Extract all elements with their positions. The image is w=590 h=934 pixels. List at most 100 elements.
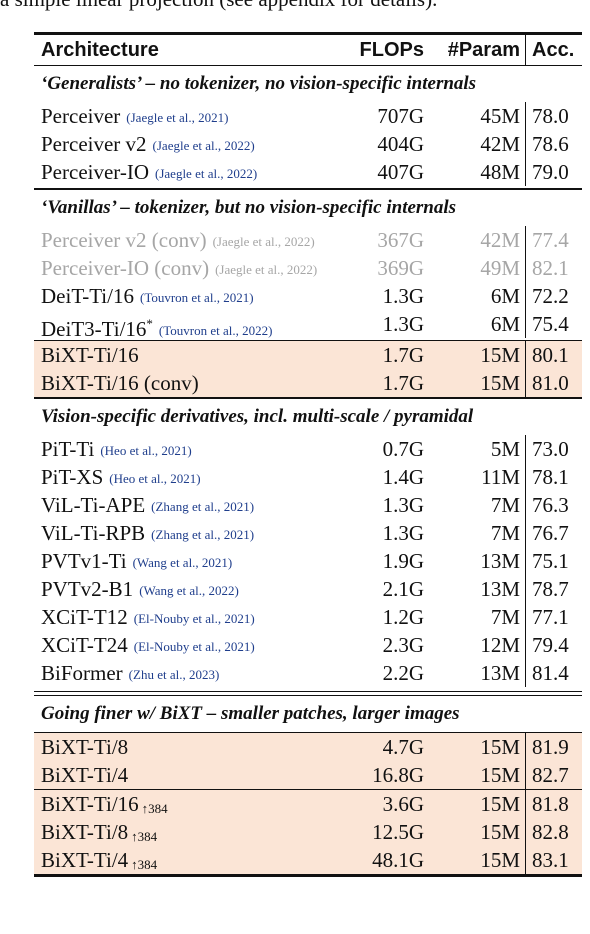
arch-name: BiXT-Ti/4 xyxy=(41,848,129,873)
param-cell: 6M xyxy=(490,311,520,336)
footnote-mark: * xyxy=(146,315,153,331)
flops-cell: 2.2G xyxy=(382,660,424,685)
arch-cell: BiXT-Ti/4 ↑384 xyxy=(41,846,157,879)
arch-name: BiXT-Ti/16 xyxy=(41,343,139,368)
citation-link[interactable]: (Zhang et al., 2021) xyxy=(151,526,255,542)
param-cell: 42M xyxy=(480,227,520,252)
citation-link[interactable]: (Jaegle et al., 2022) xyxy=(155,166,258,182)
flops-cell: 1.4G xyxy=(382,464,424,489)
arch-cell: PiT-Ti (Heo et al., 2021) xyxy=(41,435,192,465)
header-accuracy: Acc. xyxy=(525,35,582,65)
param-cell: 7M xyxy=(490,520,520,545)
acc-cell: 79.0 xyxy=(525,158,582,187)
flops-cell: 1.7G xyxy=(382,371,424,396)
flops-cell: 3.6G xyxy=(382,792,424,817)
citation-link[interactable]: (Jaegle et al., 2021) xyxy=(126,110,229,126)
arch-cell: Perceiver-IO (conv) (Jaegle et al., 2022) xyxy=(41,254,317,284)
citation-link[interactable]: (Touvron et al., 2022) xyxy=(158,322,273,338)
bottom-rule xyxy=(34,874,582,878)
flops-cell: 707G xyxy=(377,104,424,129)
arch-cell: BiXT-Ti/8 ↑384 xyxy=(41,818,157,851)
section-rule xyxy=(34,188,582,190)
citation-link[interactable]: (Zhang et al., 2021) xyxy=(151,498,255,514)
arch-cell: ViL-Ti-APE (Zhang et al., 2021) xyxy=(41,491,254,521)
flops-cell: 1.7G xyxy=(382,343,424,368)
highlight-rule xyxy=(34,731,582,733)
citation-link[interactable]: (Wang et al., 2022) xyxy=(139,582,239,598)
section-title-text: Going finer w/ BiXT – smaller patches, l… xyxy=(41,702,460,724)
flops-cell: 2.1G xyxy=(382,576,424,601)
param-cell: 49M xyxy=(480,255,520,280)
arch-name: XCiT-T24 xyxy=(41,632,128,657)
acc-cell: 81.8 xyxy=(525,790,582,819)
arch-name: BiXT-Ti/8 xyxy=(41,734,129,759)
citation-link[interactable]: (Jaegle et al., 2022) xyxy=(212,233,315,249)
resolution-subscript: ↑384 xyxy=(141,801,168,817)
highlight-rule xyxy=(34,339,582,342)
arch-name: PVTv2-B1 xyxy=(41,576,134,601)
citation-link[interactable]: (Wang et al., 2021) xyxy=(132,554,233,570)
arch-name: Perceiver-IO xyxy=(41,160,150,185)
citation-link[interactable]: (Touvron et al., 2021) xyxy=(139,289,254,305)
table-row: ViL-Ti-RPB (Zhang et al., 2021) 1.3G 7M 7… xyxy=(34,518,582,547)
section-title: ‘Generalists’ – no tokenizer, no vision-… xyxy=(34,66,582,102)
arch-name: BiXT-Ti/16 xyxy=(41,792,139,817)
arch-name: Perceiver-IO (conv) xyxy=(41,255,210,280)
acc-cell: 79.4 xyxy=(525,630,582,659)
citation-link[interactable]: (Heo et al., 2021) xyxy=(109,470,201,486)
highlight-rule xyxy=(34,788,582,791)
flops-cell: 407G xyxy=(377,160,424,185)
section-title-text: ‘Generalists’ – no tokenizer, no vision-… xyxy=(41,73,477,95)
param-cell: 48M xyxy=(480,160,520,185)
flops-cell: 0.7G xyxy=(382,436,424,461)
arch-cell: Perceiver v2 (Jaegle et al., 2022) xyxy=(41,130,255,160)
table-header: Architecture FLOPs #Param Acc. xyxy=(34,35,582,65)
flops-cell: 1.3G xyxy=(382,520,424,545)
section-title: Vision-specific derivatives, incl. multi… xyxy=(34,399,582,435)
acc-cell: 76.7 xyxy=(525,518,582,547)
arch-cell: XCiT-T24 (El-Nouby et al., 2021) xyxy=(41,631,255,661)
section-title: ‘Vanillas’ – tokenizer, but no vision-sp… xyxy=(34,190,582,226)
citation-link[interactable]: (El-Nouby et al., 2021) xyxy=(133,610,255,626)
arch-name: DeiT3-Ti/16 xyxy=(41,316,147,341)
highlight-block: BiXT-Ti/16 1.7G 15M 80.1 BiXT-Ti/16 (con… xyxy=(34,341,582,398)
table-row: DeiT-Ti/16 (Touvron et al., 2021) 1.3G 6M… xyxy=(34,281,582,310)
table-row: BiXT-Ti/16 ↑384 3.6G 15M 81.8 xyxy=(34,790,582,819)
acc-cell: 78.7 xyxy=(525,574,582,603)
top-rule xyxy=(34,32,582,35)
param-cell: 15M xyxy=(480,792,520,817)
flops-cell: 1.9G xyxy=(382,548,424,573)
table-row: BiXT-Ti/16 (conv) 1.7G 15M 81.0 xyxy=(34,369,582,398)
arch-cell: Perceiver-IO (Jaegle et al., 2022) xyxy=(41,158,257,188)
flops-cell: 48.1G xyxy=(372,848,424,873)
table-row: XCiT-T12 (El-Nouby et al., 2021) 1.2G 7M … xyxy=(34,602,582,633)
citation-link[interactable]: (Jaegle et al., 2022) xyxy=(215,261,318,277)
header-rule xyxy=(34,65,582,67)
citation-link[interactable]: (Zhu et al., 2023) xyxy=(128,666,220,682)
arch-name: Perceiver v2 xyxy=(41,132,147,157)
acc-cell: 82.8 xyxy=(525,818,582,847)
table-row: BiXT-Ti/8 ↑384 12.5G 15M 82.8 xyxy=(34,818,582,847)
citation-link[interactable]: (Heo et al., 2021) xyxy=(100,442,192,458)
flops-cell: 367G xyxy=(377,227,424,252)
highlight-block: BiXT-Ti/8 4.7G 15M 81.9 BiXT-Ti/4 16.8G … xyxy=(34,732,582,789)
arch-name: PVTv1-Ti xyxy=(41,548,127,573)
param-cell: 15M xyxy=(480,343,520,368)
table-row: BiXT-Ti/16 1.7G 15M 80.1 xyxy=(34,341,582,370)
table-row: ViL-Ti-APE (Zhang et al., 2021) 1.3G 7M 7… xyxy=(34,490,582,521)
param-cell: 7M xyxy=(490,604,520,629)
param-cell: 42M xyxy=(480,132,520,157)
table-row: PVTv1-Ti (Wang et al., 2021) 1.9G 13M 75.… xyxy=(34,546,582,575)
table-row: PiT-Ti (Heo et al., 2021) 0.7G 5M 73.0 xyxy=(34,434,582,465)
section-title: Going finer w/ BiXT – smaller patches, l… xyxy=(34,696,582,732)
param-cell: 11M xyxy=(481,464,520,489)
flops-cell: 369G xyxy=(377,255,424,280)
table-row: Perceiver-IO (conv) (Jaegle et al., 2022)… xyxy=(34,253,582,284)
citation-link[interactable]: (El-Nouby et al., 2021) xyxy=(133,638,255,654)
arch-name: BiXT-Ti/16 (conv) xyxy=(41,371,199,396)
param-cell: 45M xyxy=(480,104,520,129)
section-title-text: Vision-specific derivatives, incl. multi… xyxy=(41,405,474,427)
arch-cell: XCiT-T12 (El-Nouby et al., 2021) xyxy=(41,603,255,633)
acc-cell: 76.3 xyxy=(525,490,582,519)
citation-link[interactable]: (Jaegle et al., 2022) xyxy=(152,138,255,154)
